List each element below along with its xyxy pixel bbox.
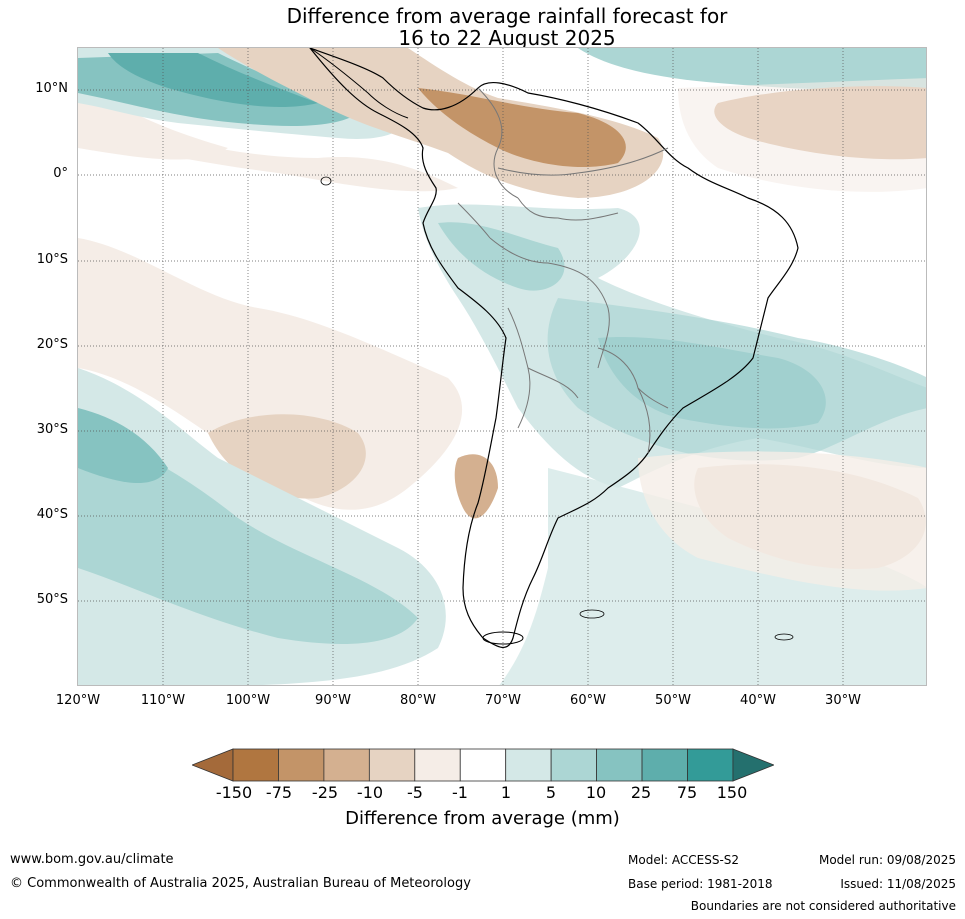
colorbar-cell	[278, 748, 325, 782]
colorbar-tick: 1	[500, 783, 512, 802]
colorbar-cell	[550, 748, 597, 782]
lon-label-110w: 110°W	[140, 693, 186, 708]
anomaly-dry-atlantic-north-light	[678, 78, 926, 192]
footer-model: Model: ACCESS-S2	[628, 853, 740, 867]
lat-label-20s: 20°S	[36, 337, 68, 352]
colorbar-extend-low	[192, 748, 234, 782]
colorbar-cell	[687, 748, 734, 782]
anomaly-wet-se-brazil-light	[547, 298, 926, 461]
map-title-line-1: Difference from average rainfall forecas…	[286, 4, 728, 28]
lat-label-30s: 30°S	[36, 422, 68, 437]
lat-label-10n: 10°N	[35, 81, 68, 96]
rainfall-anomaly-map	[77, 47, 927, 686]
colorbar-tick: -75	[265, 783, 293, 802]
south-georgia	[774, 633, 794, 641]
colorbar-cell	[414, 748, 461, 782]
galapagos-islands	[320, 176, 332, 186]
footer-copyright: © Commonwealth of Australia 2025, Austra…	[10, 876, 471, 891]
falkland-islands	[579, 609, 605, 619]
lat-label-10s: 10°S	[36, 252, 68, 267]
footer-model-run: Model run: 09/08/2025	[818, 853, 956, 867]
lon-label-30w: 30°W	[825, 693, 861, 708]
lon-label-50w: 50°W	[655, 693, 691, 708]
colorbar-cell	[641, 748, 688, 782]
anomaly-dry-patagonia	[454, 454, 498, 519]
colorbar-tick: 75	[676, 783, 698, 802]
anomaly-wet-south-pacific-mid	[78, 428, 418, 644]
colorbar-tick: -5	[407, 783, 423, 802]
map-title-line-2: 16 to 22 August 2025	[398, 26, 616, 50]
lon-label-40w: 40°W	[740, 693, 776, 708]
anomaly-wet-south-atlantic	[499, 468, 926, 685]
colorbar	[192, 748, 774, 782]
anomaly-dry-south-atlantic-light	[638, 451, 926, 591]
anomaly-wet-tropical-band-strong	[108, 53, 318, 108]
lat-label-40s: 40°S	[36, 507, 68, 522]
south-america-coastline	[309, 48, 799, 648]
country-borders	[457, 87, 669, 454]
central-america-coastline	[309, 48, 409, 119]
anomaly-dry-pacific-light	[78, 238, 463, 510]
anomaly-dry-northern-sa-strong	[418, 88, 626, 168]
lat-label-0: 0°	[53, 166, 68, 181]
colorbar-tick: 10	[585, 783, 607, 802]
colorbar-cell	[323, 748, 370, 782]
footer-base-period: Base period: 1981-2018	[628, 877, 773, 891]
colorbar-tick: -1	[452, 783, 468, 802]
colorbar-tick: 150	[716, 783, 748, 802]
anomaly-wet-east-band	[578, 48, 926, 91]
footer-url[interactable]: www.bom.gov.au/climate	[10, 852, 174, 867]
footer-disclaimer: Boundaries are not considered authoritat…	[690, 899, 956, 913]
lon-label-90w: 90°W	[315, 693, 351, 708]
colorbar-tick: 25	[630, 783, 652, 802]
anomaly-wet-south-pacific-strong	[78, 408, 168, 483]
colorbar-cell	[368, 748, 416, 782]
lon-label-80w: 80°W	[400, 693, 436, 708]
lat-label-50s: 50°S	[36, 592, 68, 607]
colorbar-cell	[459, 748, 507, 782]
colorbar-extend-high	[732, 748, 774, 782]
lon-label-120w: 120°W	[55, 693, 101, 708]
colorbar-cell	[505, 748, 552, 782]
lon-label-60w: 60°W	[570, 693, 606, 708]
colorbar-tick: 5	[545, 783, 557, 802]
tierra-del-fuego	[482, 631, 524, 645]
colorbar-cell	[596, 748, 643, 782]
colorbar-tick: -10	[356, 783, 384, 802]
lon-label-100w: 100°W	[225, 693, 271, 708]
colorbar-tick: -150	[215, 783, 253, 802]
lon-label-70w: 70°W	[485, 693, 521, 708]
colorbar-label: Difference from average (mm)	[345, 808, 620, 829]
anomaly-dry-equatorial-strip	[78, 108, 458, 192]
footer-issued: Issued: 11/08/2025	[840, 877, 956, 891]
colorbar-tick: -25	[311, 783, 339, 802]
graticule	[78, 48, 926, 685]
colorbar-cell	[232, 748, 279, 782]
anomaly-wet-amazon-mid	[438, 222, 565, 291]
